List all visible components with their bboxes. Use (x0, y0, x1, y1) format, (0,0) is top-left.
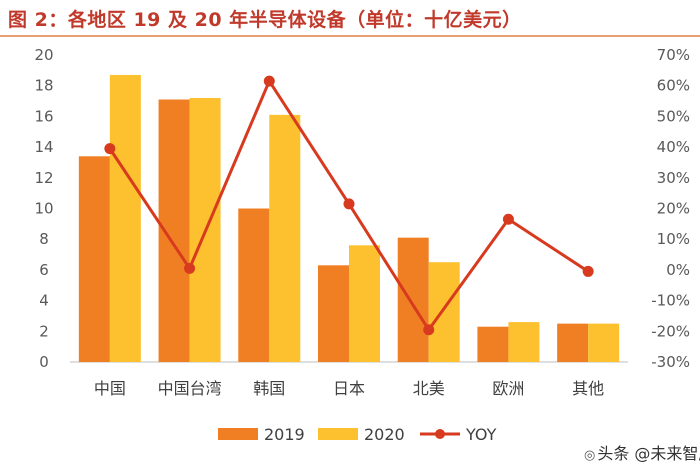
bar-2019 (238, 208, 270, 362)
y2-tick-label: 20% (657, 200, 690, 218)
figure-header: 图 2：各地区 19 及 20 年半导体设备（单位：十亿美元） (0, 0, 700, 37)
bar-2020 (428, 262, 460, 362)
bar-2019 (318, 265, 349, 362)
bar-2019 (557, 323, 589, 362)
bar-2020 (508, 322, 540, 362)
y-tick-label: 16 (34, 107, 53, 125)
yoy-point (343, 198, 355, 210)
legend-label-2020: 2020 (364, 425, 405, 444)
legend-label-2019: 2019 (264, 425, 305, 444)
yoy-point (184, 262, 196, 274)
bar-2020 (109, 74, 141, 362)
yoy-point (423, 324, 435, 336)
y2-tick-label: 50% (657, 107, 690, 125)
camera-icon: ◎ (584, 448, 596, 463)
y-tick-label: 0 (39, 353, 49, 371)
y-tick-label: 20 (34, 46, 53, 64)
legend-swatch-2019 (218, 428, 258, 440)
y2-tick-label: 30% (657, 169, 690, 187)
legend-label-yoy: YOY (465, 425, 497, 444)
y2-tick-label: 70% (657, 46, 690, 64)
x-category-label: 中国台湾 (158, 379, 222, 398)
y2-tick-label: 0% (666, 261, 690, 279)
y2-tick-label: -30% (651, 353, 690, 371)
y-tick-label: 4 (39, 292, 49, 310)
y2-tick-label: 10% (657, 230, 690, 248)
bar-2020 (349, 245, 380, 362)
yoy-point (502, 213, 514, 225)
y-tick-label: 12 (34, 169, 53, 187)
legend-swatch-2020 (318, 428, 358, 440)
watermark: ◎头条 @未来智库 (584, 440, 700, 464)
y-tick-label: 2 (39, 322, 49, 340)
figure-title: 图 2：各地区 19 及 20 年半导体设备（单位：十亿美元） (8, 9, 522, 31)
y2-tick-label: 40% (657, 138, 690, 156)
legend-marker-yoy (435, 429, 445, 439)
x-category-label: 欧洲 (492, 379, 524, 398)
yoy-point (582, 265, 594, 277)
y2-tick-label: 60% (657, 77, 690, 95)
bar-2019 (477, 326, 509, 362)
bar-2019 (78, 156, 110, 362)
x-category-label: 北美 (413, 379, 445, 398)
bar-2020 (588, 323, 620, 362)
y-tick-label: 10 (34, 200, 53, 218)
yoy-point (263, 75, 275, 87)
x-category-label: 韩国 (253, 379, 285, 398)
x-category-label: 中国 (94, 379, 126, 398)
y2-tick-label: -20% (651, 322, 690, 340)
y-tick-label: 6 (39, 261, 49, 279)
x-category-label: 其他 (572, 379, 604, 398)
bar-2020 (269, 114, 301, 363)
x-category-label: 日本 (333, 379, 365, 398)
y-tick-label: 18 (34, 77, 53, 95)
y2-tick-label: -10% (651, 292, 690, 310)
bar-2019 (397, 237, 429, 362)
header-divider (0, 35, 700, 37)
yoy-point (104, 143, 116, 155)
y-tick-label: 14 (34, 138, 53, 156)
y-tick-label: 8 (39, 230, 49, 248)
watermark-text: 头条 @未来智库 (597, 444, 700, 463)
